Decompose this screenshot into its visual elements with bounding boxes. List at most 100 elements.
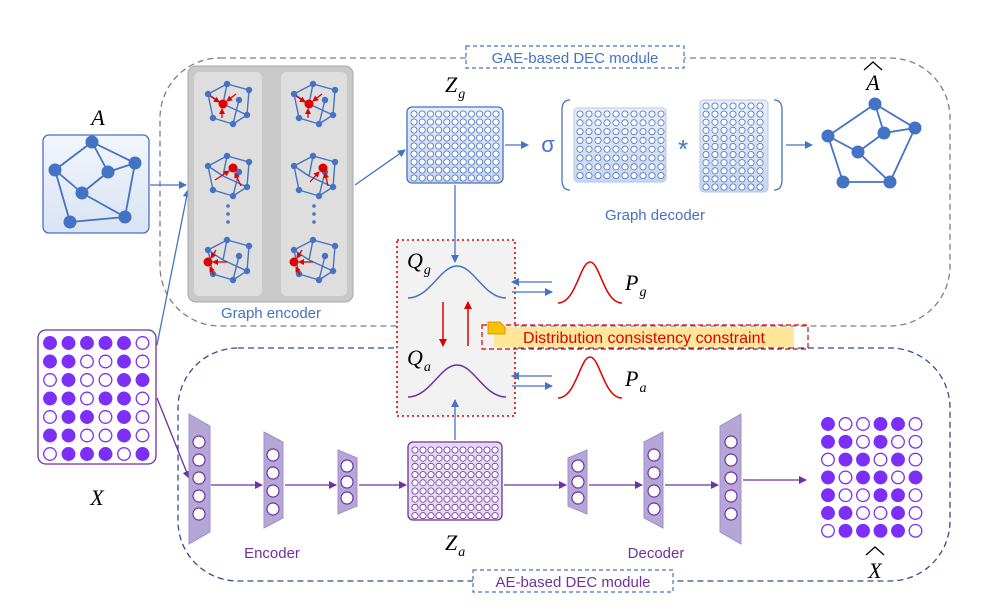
multiply-symbol: * xyxy=(678,134,688,164)
matrix-X-cell xyxy=(61,336,76,350)
matrix-cell xyxy=(410,166,418,174)
matrix-cell xyxy=(639,119,647,127)
matrix-cell xyxy=(630,119,638,127)
matrix-cell xyxy=(443,126,451,134)
matrix-cell xyxy=(657,128,665,136)
matrix-cell xyxy=(492,118,500,126)
matrix-cell xyxy=(443,487,451,495)
matrix-cell xyxy=(483,503,491,511)
matrix-cell xyxy=(411,471,419,479)
matrix-cell xyxy=(491,454,499,462)
matrix-X-hat-cell xyxy=(821,506,835,520)
matrix-cell xyxy=(451,487,459,495)
matrix-cell xyxy=(418,134,426,142)
matrix-cell xyxy=(711,110,719,118)
matrix-cell xyxy=(411,495,419,503)
matrix-cell xyxy=(738,183,746,191)
matrix-cell xyxy=(410,158,418,166)
matrix-cell xyxy=(426,110,434,118)
matrix-X-hat-cell xyxy=(873,488,888,503)
matrix-cell xyxy=(756,183,764,191)
matrix-cell xyxy=(476,142,484,150)
matrix-cell xyxy=(492,150,500,158)
matrix-cell xyxy=(729,126,737,134)
matrix-X-cell xyxy=(43,410,57,424)
matrix-cell xyxy=(756,126,764,134)
matrix-cell xyxy=(484,174,492,182)
matrix-X-hat-cell xyxy=(908,523,923,538)
gae-module-title: GAE-based DEC module xyxy=(492,50,659,67)
matrix-cell xyxy=(451,174,459,182)
matrix-cell xyxy=(630,154,638,162)
matrix-cell xyxy=(419,512,427,520)
matrix-cell xyxy=(435,487,443,495)
matrix-cell xyxy=(491,512,499,520)
matrix-cell xyxy=(621,154,629,162)
matrix-cell xyxy=(711,183,719,191)
matrix-cell xyxy=(702,110,710,118)
matrix-cell xyxy=(585,145,593,153)
matrix-X-hat-cell xyxy=(891,452,905,467)
matrix-cell xyxy=(576,128,584,136)
matrix-cell xyxy=(467,158,475,166)
matrix-cell xyxy=(459,142,467,150)
matrix-cell xyxy=(426,134,434,142)
constraint-highlight xyxy=(494,327,794,347)
matrix-cell xyxy=(747,159,755,167)
matrix-cell xyxy=(639,110,647,118)
matrix-cell xyxy=(756,102,764,110)
matrix-cell xyxy=(720,126,728,134)
matrix-X-hat-cell xyxy=(873,523,888,538)
matrix-cell xyxy=(648,163,656,171)
matrix-cell xyxy=(426,158,434,166)
matrix-X-cell xyxy=(135,410,150,424)
matrix-cell xyxy=(585,136,593,144)
matrix-cell xyxy=(459,110,467,118)
matrix-cell xyxy=(443,495,451,503)
matrix-cell xyxy=(435,479,443,487)
matrix-X-cell xyxy=(135,428,150,443)
matrix-cell xyxy=(585,110,593,118)
matrix-cell xyxy=(491,479,499,487)
hat-X xyxy=(865,546,885,556)
matrix-cell xyxy=(459,462,467,470)
matrix-cell xyxy=(435,134,443,142)
matrix-X-cell xyxy=(117,410,131,424)
matrix-cell xyxy=(427,479,435,487)
matrix-cell xyxy=(475,512,483,520)
matrix-cell xyxy=(702,126,710,134)
matrix-cell xyxy=(476,134,484,142)
matrix-cell xyxy=(576,145,584,153)
matrix-cell xyxy=(720,159,728,167)
matrix-cell xyxy=(459,134,467,142)
matrix-X-cell xyxy=(80,391,94,406)
matrix-cell xyxy=(483,495,491,503)
matrix-cell xyxy=(443,503,451,511)
matrix-cell xyxy=(621,119,629,127)
matrix-cell xyxy=(729,167,737,175)
matrix-cell xyxy=(747,167,755,175)
matrix-cell xyxy=(756,175,764,183)
matrix-cell xyxy=(594,172,602,180)
matrix-cell xyxy=(585,172,593,180)
matrix-cell xyxy=(467,126,475,134)
matrix-cell xyxy=(459,158,467,166)
matrix-cell xyxy=(576,163,584,171)
matrix-cell xyxy=(639,136,647,144)
matrix-cell xyxy=(747,142,755,150)
matrix-cell xyxy=(467,118,475,126)
matrix-cell xyxy=(648,110,656,118)
matrix-cell xyxy=(747,134,755,142)
symbol-Pg: Pg xyxy=(624,270,646,300)
matrix-cell xyxy=(467,487,475,495)
matrix-X-cell xyxy=(61,428,76,443)
matrix-cell xyxy=(585,128,593,136)
matrix-cell xyxy=(603,119,611,127)
matrix-cell xyxy=(747,175,755,183)
matrix-cell xyxy=(747,118,755,126)
matrix-X-hat-cell xyxy=(873,452,888,467)
ae-module-border xyxy=(177,347,951,582)
matrix-cell xyxy=(451,150,459,158)
symbol-X-hat: X xyxy=(867,558,883,583)
